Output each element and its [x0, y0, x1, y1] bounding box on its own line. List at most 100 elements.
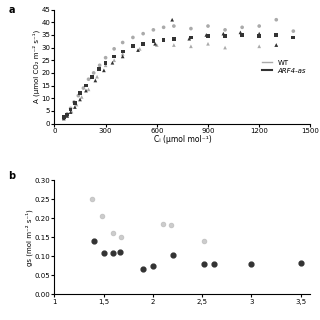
Point: [188, 26, 194, 31]
Point: [249, 261, 254, 267]
Point: [118, 249, 123, 254]
Point: [291, 35, 296, 40]
Point: [150, 263, 156, 268]
Point: [257, 31, 262, 36]
Point: [274, 32, 279, 37]
Point: [65, 111, 70, 116]
Point: [188, 44, 194, 49]
Point: [153, 41, 158, 46]
Point: [112, 54, 117, 59]
Point: [68, 109, 73, 115]
Point: [204, 32, 209, 37]
Y-axis label: gs (mol m⁻² s⁻¹): gs (mol m⁻² s⁻¹): [26, 209, 33, 266]
Point: [103, 55, 108, 60]
Point: [221, 31, 226, 36]
Y-axis label: A (μmol CO₂ m⁻² s⁻¹): A (μmol CO₂ m⁻² s⁻¹): [32, 30, 40, 103]
Point: [101, 250, 106, 255]
Point: [240, 32, 245, 37]
Point: [61, 116, 66, 121]
Point: [61, 115, 66, 120]
Point: [205, 34, 211, 39]
Point: [119, 235, 124, 240]
Point: [72, 105, 77, 110]
Point: [137, 46, 142, 52]
Point: [77, 97, 83, 102]
Point: [170, 17, 175, 22]
Point: [151, 27, 156, 32]
Point: [161, 37, 166, 43]
Point: [74, 102, 79, 107]
Point: [240, 25, 245, 30]
Point: [171, 36, 176, 41]
Point: [120, 51, 125, 56]
Point: [89, 74, 94, 79]
X-axis label: Cᵢ (μmol mol⁻¹): Cᵢ (μmol mol⁻¹): [154, 135, 211, 144]
Point: [61, 116, 66, 121]
Point: [97, 63, 102, 68]
Point: [140, 41, 146, 46]
Point: [111, 230, 116, 236]
Point: [202, 262, 207, 267]
Point: [161, 25, 166, 30]
Point: [89, 197, 94, 202]
Point: [120, 49, 125, 54]
Point: [65, 113, 70, 118]
Point: [202, 239, 207, 244]
Point: [205, 23, 211, 28]
Point: [151, 39, 156, 44]
Point: [65, 112, 70, 117]
Point: [160, 221, 165, 227]
Point: [168, 222, 173, 228]
Point: [77, 91, 83, 96]
Point: [274, 43, 279, 48]
Point: [76, 93, 81, 98]
Point: [170, 252, 175, 258]
Point: [86, 87, 91, 92]
Point: [130, 44, 135, 49]
Point: [101, 68, 107, 73]
Point: [222, 34, 228, 39]
Point: [274, 43, 279, 48]
Point: [112, 58, 117, 63]
Point: [103, 63, 108, 68]
Point: [79, 94, 84, 100]
Point: [111, 251, 116, 256]
Point: [291, 28, 296, 34]
Point: [65, 113, 70, 118]
Legend: WT, ARF4-as: WT, ARF4-as: [259, 57, 309, 76]
Point: [94, 74, 100, 79]
Point: [140, 31, 146, 36]
Point: [187, 36, 192, 41]
Point: [257, 23, 262, 28]
Point: [274, 17, 279, 22]
Point: [61, 115, 66, 120]
Text: a: a: [8, 5, 15, 15]
Point: [120, 54, 125, 59]
Point: [135, 48, 140, 53]
Point: [205, 41, 211, 46]
Point: [238, 30, 243, 35]
Point: [91, 70, 96, 76]
Point: [171, 43, 176, 48]
Text: b: b: [8, 172, 15, 181]
Point: [99, 213, 104, 218]
Point: [91, 239, 96, 244]
Point: [103, 60, 108, 65]
Point: [140, 266, 146, 271]
Point: [211, 261, 216, 266]
Point: [68, 106, 73, 111]
Point: [257, 34, 262, 39]
Point: [130, 35, 135, 40]
Point: [222, 45, 228, 50]
Point: [72, 101, 77, 106]
Point: [69, 109, 74, 114]
Point: [96, 67, 101, 72]
Point: [257, 44, 262, 49]
Point: [120, 40, 125, 45]
Point: [110, 60, 115, 65]
Point: [81, 85, 86, 91]
Point: [171, 23, 176, 28]
Point: [112, 46, 117, 52]
Point: [71, 100, 76, 105]
Point: [68, 107, 73, 112]
